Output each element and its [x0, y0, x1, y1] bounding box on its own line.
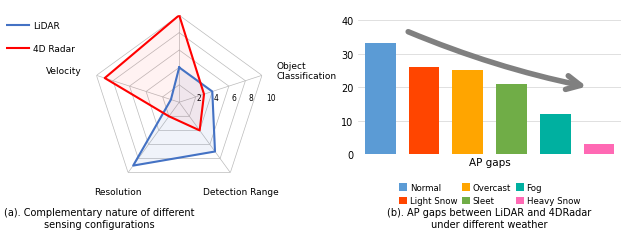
Bar: [409, 68, 439, 155]
Text: (a). Complementary nature of different
sensing configurations: (a). Complementary nature of different s…: [4, 207, 195, 229]
Text: (b). AP gaps between LiDAR and 4DRadar
under different weather: (b). AP gaps between LiDAR and 4DRadar u…: [387, 207, 592, 229]
Bar: [496, 85, 527, 155]
X-axis label: AP gaps: AP gaps: [468, 158, 511, 167]
Polygon shape: [133, 68, 215, 166]
Text: Detection Range: Detection Range: [203, 187, 278, 196]
Text: Object
Classification: Object Classification: [277, 61, 337, 81]
Legend: Normal, Light Snow, Overcast, Sleet, Fog, Heavy Snow: Normal, Light Snow, Overcast, Sleet, Fog…: [399, 183, 580, 205]
Text: 4D Radar: 4D Radar: [33, 45, 75, 54]
Bar: [540, 115, 570, 155]
Text: Velocity: Velocity: [46, 67, 81, 76]
Bar: [365, 44, 396, 155]
Bar: [584, 145, 614, 155]
Polygon shape: [105, 16, 204, 131]
Text: Resolution: Resolution: [94, 187, 141, 196]
Text: LiDAR: LiDAR: [33, 21, 60, 30]
Bar: [452, 71, 483, 155]
